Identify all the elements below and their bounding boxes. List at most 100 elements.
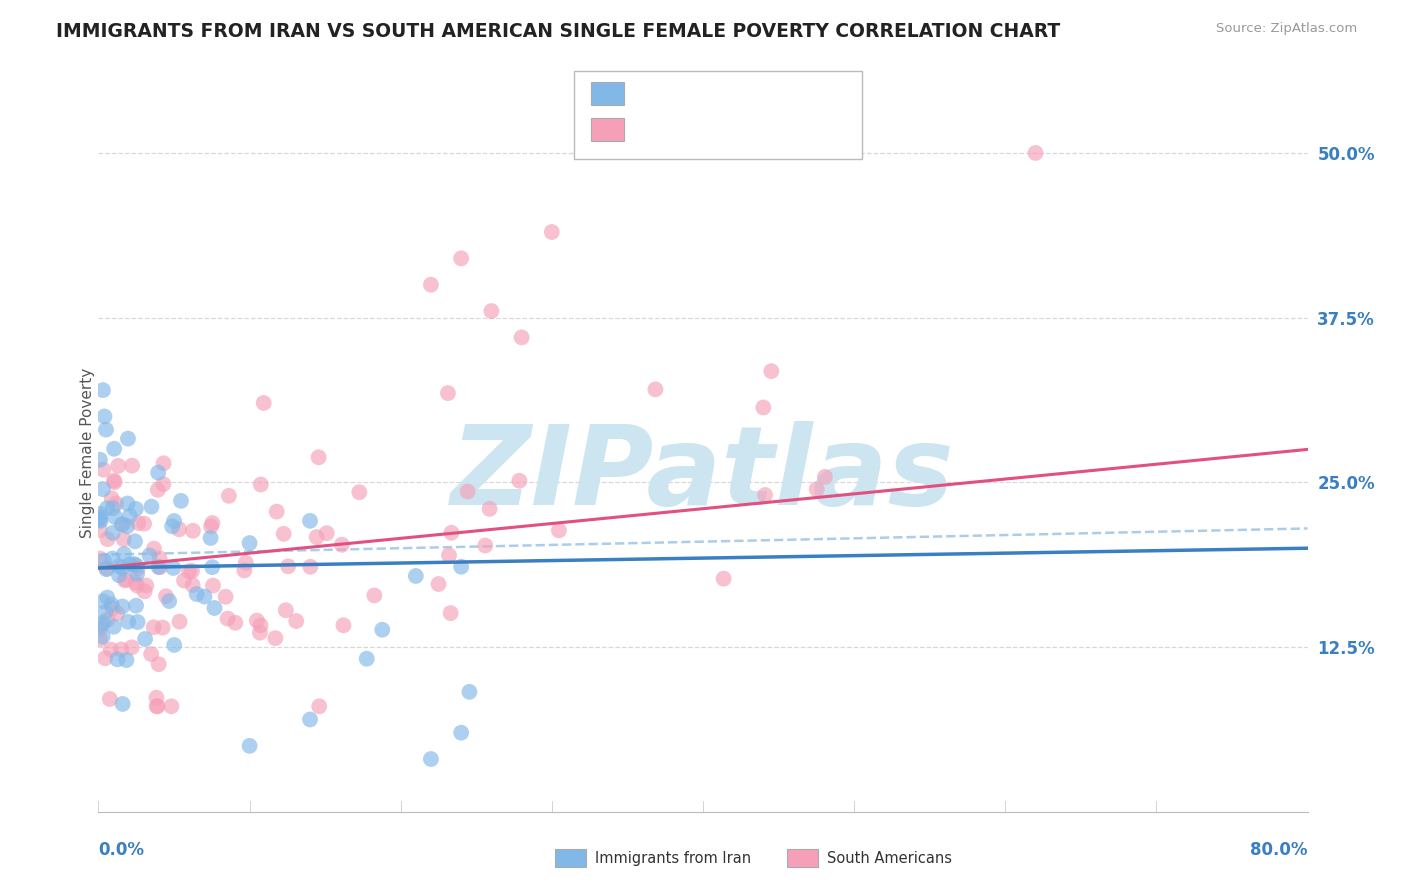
Point	[89, 622, 111, 636]
Point	[127, 615, 149, 629]
Point	[93, 554, 115, 568]
Point	[181, 524, 204, 538]
Point	[405, 569, 427, 583]
Point	[96, 591, 118, 605]
Point	[200, 519, 222, 533]
Point	[111, 517, 134, 532]
Point	[235, 556, 257, 570]
Point	[253, 396, 276, 410]
Point	[114, 573, 136, 587]
Point	[93, 615, 115, 630]
Point	[246, 614, 269, 628]
Point	[163, 514, 186, 528]
Point	[143, 541, 166, 556]
Point	[118, 508, 141, 523]
Point	[127, 516, 149, 530]
Point	[160, 519, 183, 533]
Point	[200, 531, 222, 545]
Point	[201, 578, 224, 592]
Point	[127, 561, 149, 575]
Point	[124, 575, 146, 590]
Point	[146, 466, 169, 480]
Point	[101, 601, 124, 615]
Point	[107, 652, 129, 666]
Point	[440, 606, 463, 620]
Point	[139, 647, 162, 661]
Point	[89, 507, 111, 521]
Point	[814, 470, 837, 484]
Point	[142, 620, 165, 634]
Point	[170, 494, 193, 508]
Point	[510, 330, 533, 344]
Point	[127, 566, 149, 581]
Point	[152, 456, 174, 470]
Text: Immigrants from Iran: Immigrants from Iran	[595, 851, 751, 865]
Point	[105, 607, 128, 621]
Point	[540, 225, 562, 239]
Point	[91, 482, 114, 496]
Point	[115, 519, 138, 533]
Point	[112, 533, 135, 547]
Point	[96, 501, 118, 516]
Point	[169, 615, 191, 629]
Point	[89, 512, 111, 526]
Point	[427, 577, 450, 591]
Text: South Americans: South Americans	[827, 851, 952, 865]
Point	[146, 699, 169, 714]
Point	[93, 409, 115, 424]
Point	[754, 488, 776, 502]
Point	[108, 568, 131, 582]
Point	[141, 500, 163, 514]
Point	[349, 485, 371, 500]
Point	[167, 522, 190, 536]
Point	[274, 603, 297, 617]
Point	[214, 590, 236, 604]
Point	[177, 565, 200, 579]
Point	[148, 560, 170, 574]
Point	[173, 574, 195, 588]
Point	[308, 450, 330, 465]
Point	[548, 524, 571, 538]
Point	[103, 474, 125, 488]
Point	[273, 526, 295, 541]
Point	[149, 560, 172, 574]
Point	[437, 386, 460, 401]
Point	[264, 631, 287, 645]
Point	[299, 713, 322, 727]
Point	[201, 516, 224, 530]
Point	[125, 599, 148, 613]
Point	[97, 532, 120, 546]
Point	[299, 514, 322, 528]
Point	[239, 536, 262, 550]
Point	[125, 579, 148, 593]
Point	[474, 539, 496, 553]
Text: IMMIGRANTS FROM IRAN VS SOUTH AMERICAN SINGLE FEMALE POVERTY CORRELATION CHART: IMMIGRANTS FROM IRAN VS SOUTH AMERICAN S…	[56, 22, 1060, 41]
Point	[249, 618, 271, 632]
Point	[117, 432, 139, 446]
Point	[356, 651, 378, 665]
Point	[163, 638, 186, 652]
Point	[125, 558, 148, 573]
Text: R = 0.036   N =  74: R = 0.036 N = 74	[634, 84, 810, 102]
Point	[112, 547, 135, 561]
Text: 80.0%: 80.0%	[1250, 841, 1308, 859]
Point	[363, 589, 385, 603]
Point	[89, 452, 111, 467]
Point	[761, 364, 783, 378]
Point	[145, 699, 167, 714]
Point	[101, 501, 124, 516]
Point	[117, 496, 139, 510]
Point	[124, 534, 146, 549]
Point	[105, 497, 128, 511]
Point	[90, 617, 112, 632]
Point	[330, 538, 353, 552]
Point	[121, 458, 143, 473]
Point	[181, 578, 204, 592]
Text: 0.0%: 0.0%	[98, 841, 145, 859]
Point	[103, 475, 125, 490]
Point	[134, 516, 156, 531]
Point	[100, 598, 122, 612]
Point	[218, 489, 240, 503]
Point	[233, 563, 256, 577]
Point	[285, 614, 308, 628]
